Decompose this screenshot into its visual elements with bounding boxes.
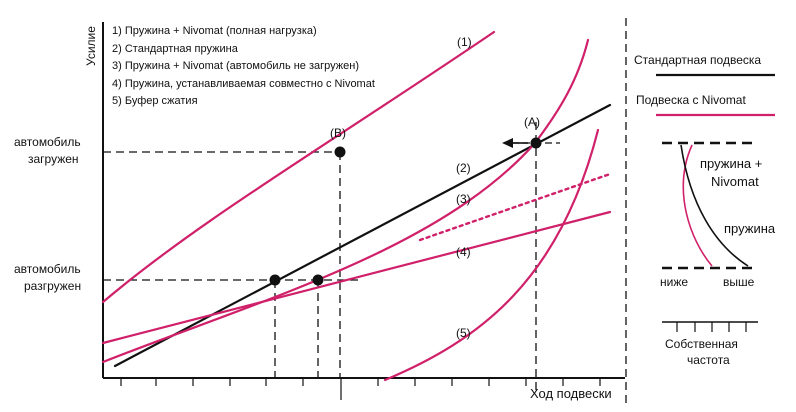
x-ticks (120, 378, 601, 400)
freq-spring-nivomat-curve (682, 144, 713, 267)
y-axis-label: Усилие (84, 26, 98, 66)
point-a-marker (530, 137, 542, 149)
curve-label-4: (4) (456, 245, 471, 259)
freq-axis-ticks (676, 322, 747, 332)
freq-lower-label: ниже (660, 275, 688, 289)
point-a-arrow (502, 138, 528, 148)
legend-item-3: 3) Пружина + Nivomat (автомобиль не загр… (112, 60, 359, 72)
side-legend-nivomat-label: Подвеска с Nivomat (636, 93, 746, 107)
loaded-label-line1: автомобиль (14, 135, 81, 149)
legend-item-4: 4) Пружина, устанавливаемая совместно с … (112, 78, 375, 90)
curve-3-spring-nivomat-unloaded (101, 38, 590, 364)
numbered-legend: 1) Пружина + Nivomat (полная нагрузка) 2… (112, 25, 375, 107)
unloaded-label-line1: автомобиль (14, 262, 81, 276)
curve-label-3: (3) (456, 192, 471, 206)
unloaded-point-left-marker (269, 274, 281, 286)
freq-spring-label: пружина (724, 221, 776, 236)
curve-3-extension-dotted (418, 172, 612, 242)
loaded-label-line2: загружен (28, 152, 79, 166)
curve-label-1: (1) (457, 35, 472, 49)
legend-item-1: 1) Пружина + Nivomat (полная нагрузка) (112, 25, 317, 37)
freq-axis-label-line1: Собственная (665, 337, 738, 351)
unloaded-label-line2: разгружен (24, 279, 81, 293)
freq-axis-label-line2: частота (687, 353, 730, 367)
freq-spring-nivomat-label-line2: Nivomat (711, 174, 759, 189)
curve-label-5: (5) (456, 326, 471, 340)
freq-higher-label: выше (723, 275, 755, 289)
curve-4-spring-with-nivomat (101, 210, 612, 345)
x-axis-label: Ход подвески (530, 386, 612, 401)
curve-standard-spring (113, 103, 612, 368)
legend-item-2: 2) Стандартная пружина (112, 43, 239, 55)
side-legend-standard-label: Стандартная подвеска (634, 53, 761, 67)
curve-5-compression-buffer (383, 128, 600, 382)
curves (101, 30, 612, 382)
frequency-diagram: пружина + Nivomat пружина ниже выше Собс… (660, 141, 776, 367)
point-b-marker (334, 146, 346, 158)
curve-1-spring-nivomat-full-load (101, 30, 496, 304)
point-a-label: (A) (524, 115, 540, 129)
freq-spring-nivomat-label-line1: пружина + (700, 156, 762, 171)
point-b-label: (B) (330, 126, 346, 140)
curve-label-2: (2) (456, 161, 471, 175)
axes (102, 22, 625, 379)
unloaded-point-right-marker (312, 274, 324, 286)
freq-spring-curve (680, 144, 749, 267)
legend-item-5: 5) Буфер сжатия (112, 95, 198, 107)
operating-points (269, 137, 542, 286)
